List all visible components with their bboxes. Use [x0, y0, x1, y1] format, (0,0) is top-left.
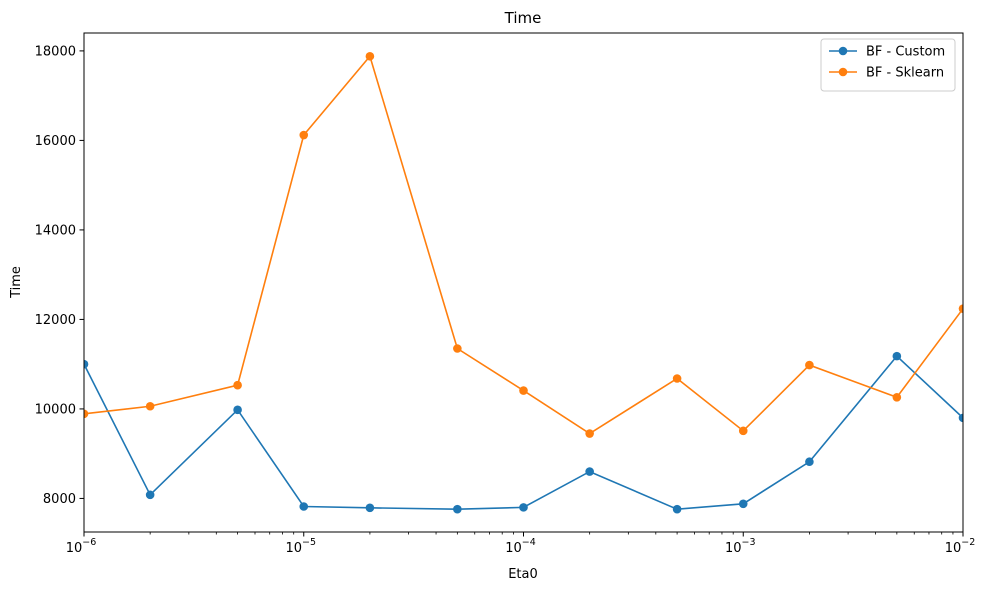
series-0-point-7: [585, 467, 594, 476]
series-0-point-12: [958, 413, 963, 423]
series-0-point-9: [738, 499, 748, 509]
series-1-point-12: [958, 304, 963, 313]
series-0-point-4: [365, 503, 375, 513]
legend-box: [820, 38, 956, 92]
series-0-point-5: [453, 504, 462, 514]
legend-label-0: BF - Custom: [866, 45, 945, 60]
x-tick-label: 10−5: [285, 537, 316, 556]
y-tick-label: 12000: [35, 313, 76, 328]
x-tick-label: 10−4: [505, 537, 536, 556]
y-axis: 8000 10000 12000 14000 16000 18000: [35, 44, 84, 507]
x-axis: 10−6 10−5 10−4 10−3 10−2: [66, 532, 976, 556]
x-tick-exponent: −5: [302, 537, 316, 548]
series-line-0: [84, 354, 963, 510]
y-axis-title: Time: [9, 266, 24, 299]
series-0-point-10: [805, 457, 814, 467]
series-1-point-9: [738, 426, 748, 436]
series-0-point-6: [519, 503, 528, 512]
legend: BF - Custom BF - Sklearn: [820, 38, 956, 92]
series-1-point-11: [892, 392, 902, 402]
legend-marker-0: [838, 46, 848, 56]
x-tick-exponent: −4: [522, 537, 536, 548]
series-1-point-8: [672, 374, 682, 383]
x-tick-exponent: −6: [82, 537, 96, 548]
x-tick-exponent: −2: [961, 537, 975, 548]
x-tick-base: 10: [505, 541, 522, 556]
x-tick-label: 10−6: [66, 537, 97, 556]
x-tick-label: 10−3: [725, 537, 756, 556]
plot-frame: [83, 32, 964, 533]
x-tick-base: 10: [945, 541, 962, 556]
series-0-point-0: [84, 359, 89, 369]
y-tick-label: 18000: [35, 44, 76, 59]
series-0-point-3: [299, 502, 309, 511]
series-1-point-6: [519, 386, 528, 395]
series-1-point-0: [84, 409, 89, 419]
series-1-point-3: [299, 130, 309, 140]
series-1-point-5: [453, 344, 462, 353]
x-axis-title: Eta0: [508, 567, 538, 582]
y-tick-label: 10000: [35, 402, 76, 417]
series-1-point-10: [805, 360, 814, 370]
series-0-point-1: [145, 490, 155, 500]
series-0-point-8: [672, 504, 682, 514]
chart-title: Time: [504, 9, 542, 27]
x-tick-exponent: −3: [742, 537, 756, 548]
x-tick-label: 10−2: [945, 537, 976, 556]
x-tick-base: 10: [285, 541, 302, 556]
series-1-point-2: [233, 380, 242, 390]
x-tick-base: 10: [725, 541, 742, 556]
plot-area: [84, 51, 963, 514]
series-0-point-2: [233, 405, 242, 415]
series-1-point-4: [365, 51, 375, 61]
legend-marker-1: [838, 67, 848, 77]
y-tick-label: 14000: [35, 223, 76, 238]
y-tick-label: 16000: [35, 134, 76, 149]
series-1-point-1: [145, 401, 155, 411]
x-tick-base: 10: [66, 541, 83, 556]
y-tick-label: 8000: [43, 492, 76, 507]
series-line-1: [84, 54, 963, 435]
series-0-point-11: [892, 351, 902, 361]
legend-label-1: BF - Sklearn: [866, 66, 944, 81]
series-1-point-7: [585, 429, 594, 438]
